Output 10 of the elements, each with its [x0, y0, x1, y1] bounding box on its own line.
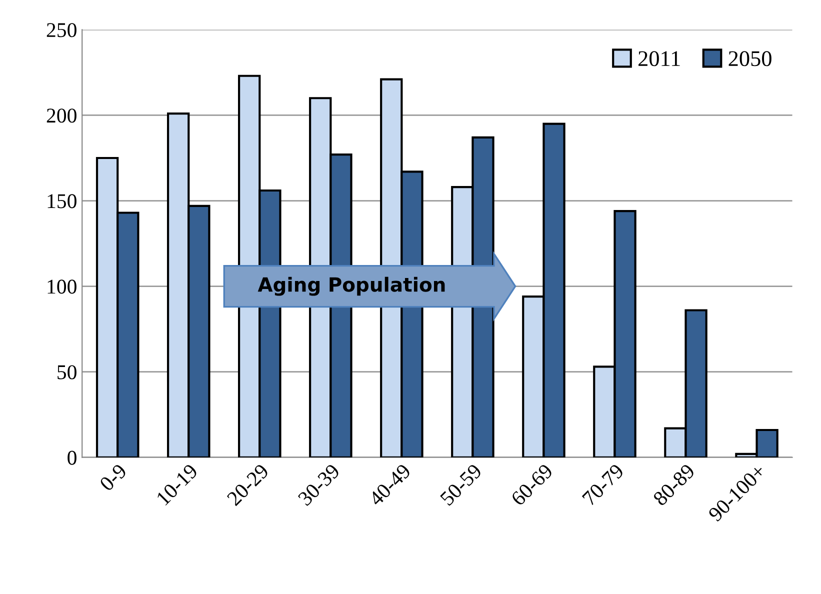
y-tick-label: 100: [48, 280, 76, 294]
y-tick-label: 0: [68, 450, 76, 465]
y-tick-label: 50: [58, 365, 76, 380]
y-tick-label: 250: [46, 23, 76, 38]
legend-label: 2011: [638, 51, 680, 66]
x-tick-label: 0-9: [98, 463, 128, 492]
legend-label: 2050: [728, 51, 772, 66]
y-tick-label: 200: [46, 108, 76, 123]
y-tick-label: 150: [48, 194, 76, 208]
annotation: Aging Population: [258, 276, 445, 296]
